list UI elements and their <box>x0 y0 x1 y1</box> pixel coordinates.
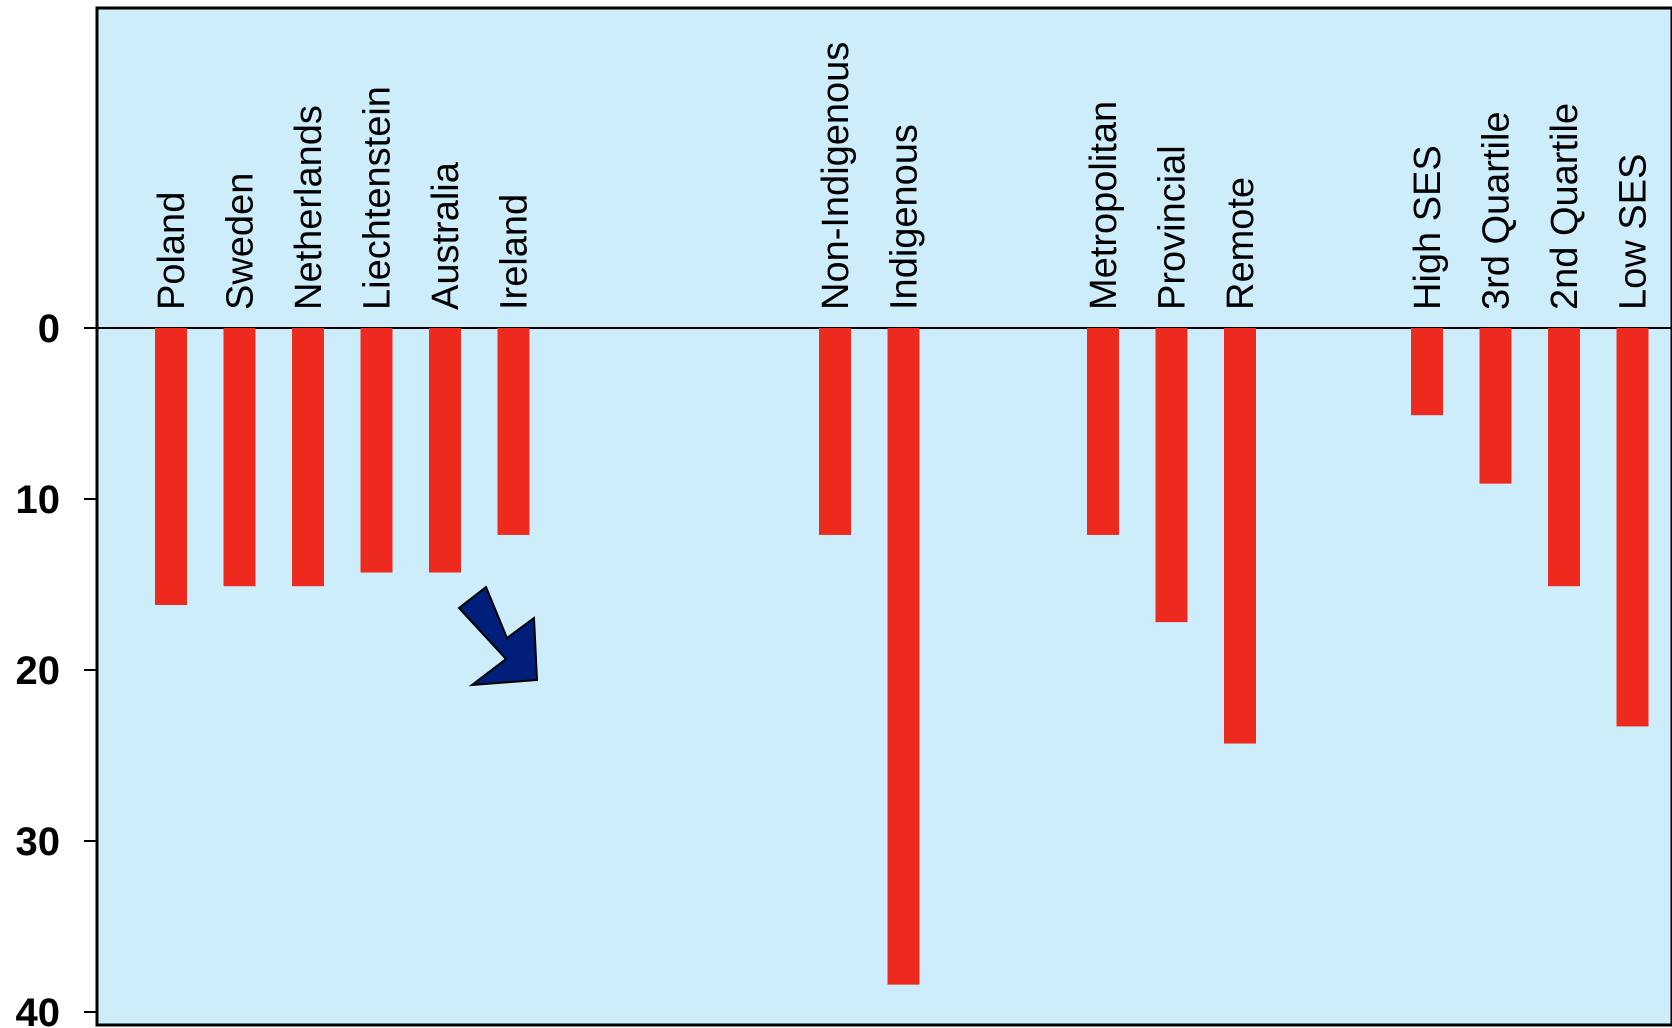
category-label: Low SES <box>1613 154 1655 310</box>
bar-ireland <box>497 328 530 535</box>
y-tick-label: 0 <box>38 307 60 351</box>
bar-sweden <box>223 328 256 587</box>
bar-3rd-quartile <box>1479 328 1512 484</box>
category-labels-group: Poland Sweden Netherlands Liechtenstein Aust… <box>151 42 1655 310</box>
category-label: High SES <box>1407 145 1449 310</box>
category-label: 2nd Quartile <box>1544 103 1586 310</box>
category-label: Non-Indigenous <box>815 42 857 310</box>
category-label: Netherlands <box>288 105 330 310</box>
bar-indigenous <box>887 328 920 985</box>
category-label: Provincial <box>1152 145 1194 310</box>
bar-non-indigenous <box>819 328 851 535</box>
category-label: Australia <box>425 161 467 310</box>
y-axis: 0 10 20 30 40 <box>16 307 97 1028</box>
y-tick-label: 40 <box>16 991 61 1028</box>
category-label: Indigenous <box>884 124 926 310</box>
bar-liechtenstein <box>360 328 393 573</box>
bar-netherlands <box>292 328 324 587</box>
y-tick-label: 30 <box>16 820 61 864</box>
y-tick-label: 20 <box>16 649 61 693</box>
plot-area <box>95 6 1672 1027</box>
bar-poland <box>155 328 187 606</box>
category-label: Metropolitan <box>1083 101 1125 310</box>
category-label: Ireland <box>494 194 536 310</box>
y-tick-label: 10 <box>16 478 61 522</box>
bar-provincial <box>1155 328 1188 623</box>
highlight-arrow-icon <box>457 585 539 687</box>
bar-remote <box>1224 328 1256 744</box>
bar-low-ses <box>1616 328 1649 727</box>
bar-australia <box>429 328 461 573</box>
category-label: Liechtenstein <box>357 86 399 310</box>
bar-2nd-quartile <box>1548 328 1580 587</box>
category-label: Sweden <box>220 173 262 310</box>
bars-group <box>155 328 1649 985</box>
category-label: Poland <box>151 192 193 310</box>
bar-high-ses <box>1411 328 1443 416</box>
category-label: Remote <box>1220 177 1262 310</box>
bar-metropolitan <box>1087 328 1119 535</box>
category-label: 3rd Quartile <box>1476 111 1518 310</box>
